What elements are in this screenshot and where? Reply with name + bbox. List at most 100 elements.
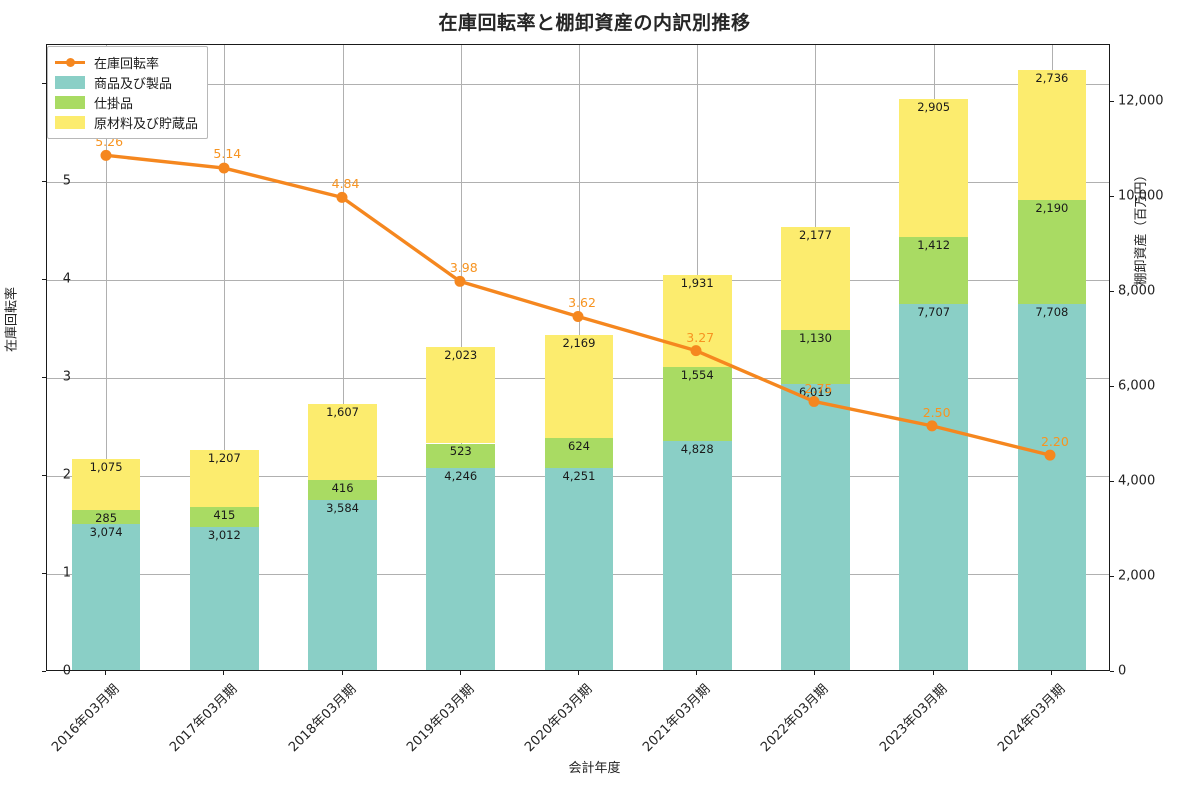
bar-segment[interactable] [426,443,496,469]
bar-segment[interactable] [899,98,968,237]
line-value-label: 2.75 [804,380,833,396]
bar-segment[interactable] [308,403,377,480]
line-marker[interactable] [926,420,938,432]
tick-mark [42,181,46,183]
bar-segment[interactable] [781,384,850,670]
line-series [100,149,1056,461]
tick-mark [1110,196,1114,197]
line-marker[interactable] [572,311,584,322]
legend-item[interactable]: 仕掛品 [55,92,198,112]
y-axis-left-label: 在庫回転率 [4,287,20,353]
bar-stack[interactable]: 7,707 1,412 2,905 [899,98,968,670]
tick-mark [42,671,46,672]
line-marker[interactable] [690,345,702,357]
bar-segment[interactable] [781,227,850,331]
tick-mark [1110,576,1114,577]
line-value-label: 5.14 [213,146,242,162]
bar-segment[interactable] [426,468,496,670]
tick-mark [42,377,46,379]
tick-mark [42,573,46,575]
bar-stack[interactable]: 7,708 2,190 2,736 [1017,69,1087,670]
y-axis-left-tick-label: 5 [62,173,71,189]
tick-mark [1110,291,1114,292]
bar-segment[interactable] [426,347,496,444]
line-marker[interactable] [1044,449,1056,461]
legend-item[interactable]: 在庫回転率 [55,52,198,72]
x-axis-tick-label: 2022年03月期 [758,681,832,756]
bar-segment[interactable] [544,438,614,469]
y-axis-left-tick-label: 0 [62,663,71,679]
bar-segment[interactable] [1017,69,1087,200]
line-value-label: 3.62 [568,295,596,311]
line-value-label: 2.50 [922,405,951,421]
bar-segment[interactable] [308,480,377,500]
bar-segment[interactable] [544,335,614,439]
y-axis-right-tick-label: 6,000 [1118,378,1156,394]
bar-series-group: 3,074 285 1,075 3,012 415 1,207 3,584 416 1,607 4… [47,45,1109,670]
bar-segment[interactable] [662,366,732,441]
bar-segment[interactable] [190,526,259,670]
bar-segment[interactable] [1017,303,1087,670]
line-marker[interactable] [454,275,466,287]
x-axis-tick-label: 2019年03月期 [403,681,478,756]
y-axis-right-tick-label: 10,000 [1118,188,1164,204]
x-axis-label: 会計年度 [568,761,621,776]
bar-segment[interactable] [662,440,732,670]
legend-item[interactable]: 原材料及び貯蔵品 [55,112,198,132]
bar-stack[interactable]: 3,012 415 1,207 [190,449,259,670]
legend-label: 原材料及び貯蔵品 [94,116,199,132]
tick-mark [1050,671,1052,675]
bar-segment[interactable] [781,330,850,385]
line-marker[interactable] [808,395,820,407]
tick-mark [696,671,698,675]
bar-segment[interactable] [71,459,141,511]
x-axis-tick-label: 2017年03月期 [167,681,241,756]
y-axis-right-tick-label: 4,000 [1118,473,1156,489]
y-axis-right-label: 棚卸資産（百万円） [1134,168,1149,286]
gridline-horizontal [47,280,1109,282]
line-marker[interactable] [100,149,112,161]
tick-mark [341,671,343,675]
line-value-label: 4.84 [331,175,360,191]
bar-segment[interactable] [71,524,141,670]
x-axis-tick-label: 2018年03月期 [285,681,359,756]
x-axis-tick-label: 2021年03月期 [640,681,714,756]
bar-segment[interactable] [308,499,377,670]
line-value-label: 2.20 [1040,434,1069,450]
gridline-vertical [342,45,344,670]
gridline-horizontal [47,84,1109,86]
tick-mark [578,671,579,675]
chart-legend: 在庫回転率 商品及び製品仕掛品原材料及び貯蔵品 [47,46,209,139]
gridline-vertical [106,45,108,670]
tick-mark [814,671,816,675]
bar-segment[interactable] [190,449,259,508]
tick-mark [932,671,934,675]
legend-swatch-icon [55,75,85,89]
bar-segment[interactable] [1017,199,1087,304]
legend-label: 仕掛品 [94,96,134,112]
line-value-label: 3.27 [686,329,715,345]
line-marker[interactable] [336,191,348,203]
bar-segment[interactable] [899,236,968,304]
chart-title: 在庫回転率と棚卸資産の内訳別推移 [438,12,751,34]
bar-segment[interactable] [190,507,259,527]
bar-segment[interactable] [71,510,141,524]
bar-segment[interactable] [899,303,968,670]
gridline-horizontal [47,182,1109,184]
line-marker[interactable] [218,162,230,174]
y-axis-right-tick-label: 0 [1118,663,1127,679]
bar-segment[interactable] [544,468,614,670]
y-axis-left-tick-label: 1 [62,565,71,581]
y-axis-right-tick-label: 8,000 [1118,283,1156,299]
legend-label: 在庫回転率 [94,56,160,72]
tick-mark [1110,671,1114,672]
legend-item[interactable]: 商品及び製品 [55,72,198,92]
y-axis-left-tick-label: 4 [62,271,71,287]
y-axis-left-tick-label: 3 [62,369,71,385]
plot-area: 3,074 285 1,075 3,012 415 1,207 3,584 416 1,607 4… [46,44,1110,671]
y-axis-right-tick-label: 12,000 [1118,93,1164,109]
x-axis-tick-label: 2023年03月期 [876,681,951,756]
tick-mark [1110,386,1114,387]
y-axis-left-tick-label: 2 [62,467,71,483]
